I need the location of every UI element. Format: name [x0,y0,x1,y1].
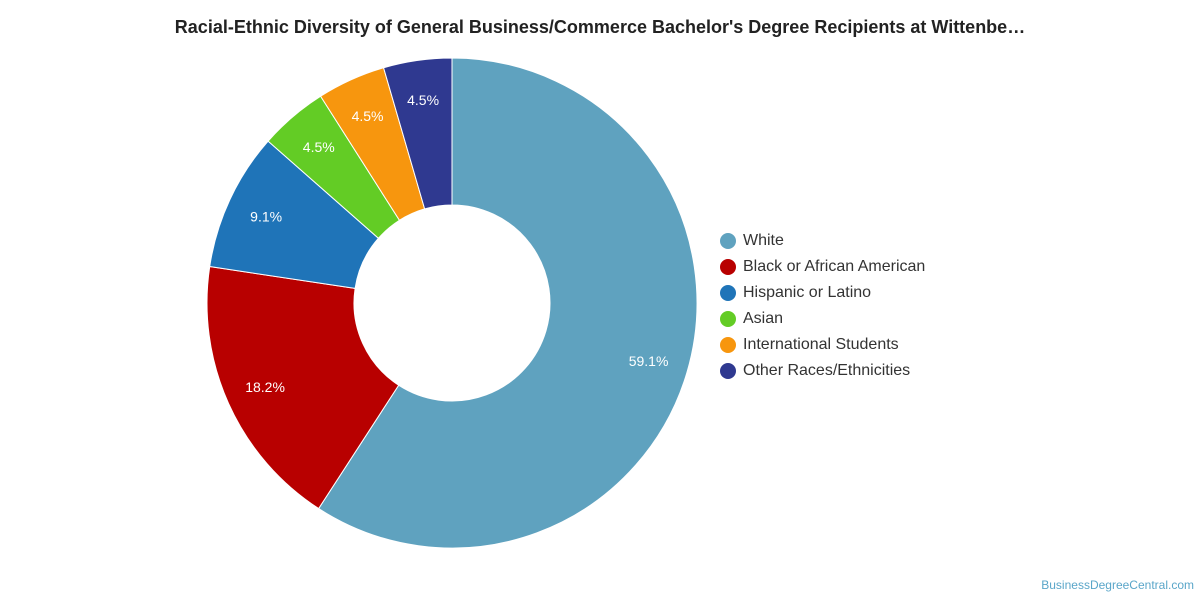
data-label: 18.2% [245,379,285,395]
chart-title: Racial-Ethnic Diversity of General Busin… [174,17,1026,37]
legend-label: Asian [743,310,784,327]
legend-label: International Students [743,336,899,353]
legend-item[interactable]: International Students [720,332,925,358]
slice-black-or-african-american[interactable] [206,265,400,510]
legend-marker [720,259,736,275]
legend-label: Black or African American [743,258,926,275]
legend-marker [720,363,736,379]
slice-other-races-ethnicities[interactable] [382,57,453,210]
legend-marker [720,337,736,353]
legend-label: Hispanic or Latino [743,284,872,301]
legend-marker [720,285,736,301]
legend-item[interactable]: Asian [720,306,925,332]
legend-item[interactable]: Other Races/Ethnicities [720,358,925,384]
legend-item[interactable]: Black or African American [720,254,925,280]
source-credit[interactable]: BusinessDegreeCentral.com [1041,578,1194,592]
legend-marker [720,233,736,249]
legend-item[interactable]: Hispanic or Latino [720,280,925,306]
data-label: 4.5% [352,108,384,124]
data-label: 9.1% [250,209,282,225]
legend-marker [720,311,736,327]
data-label: 4.5% [303,139,335,155]
data-label: 4.5% [407,92,439,108]
legend-label: White [743,232,784,249]
legend-label: Other Races/Ethnicities [743,362,911,379]
legend: White Black or African American Hispanic o… [720,228,925,384]
data-label: 59.1% [629,353,669,369]
legend-item[interactable]: White [720,228,925,254]
slice-white[interactable] [317,57,698,549]
